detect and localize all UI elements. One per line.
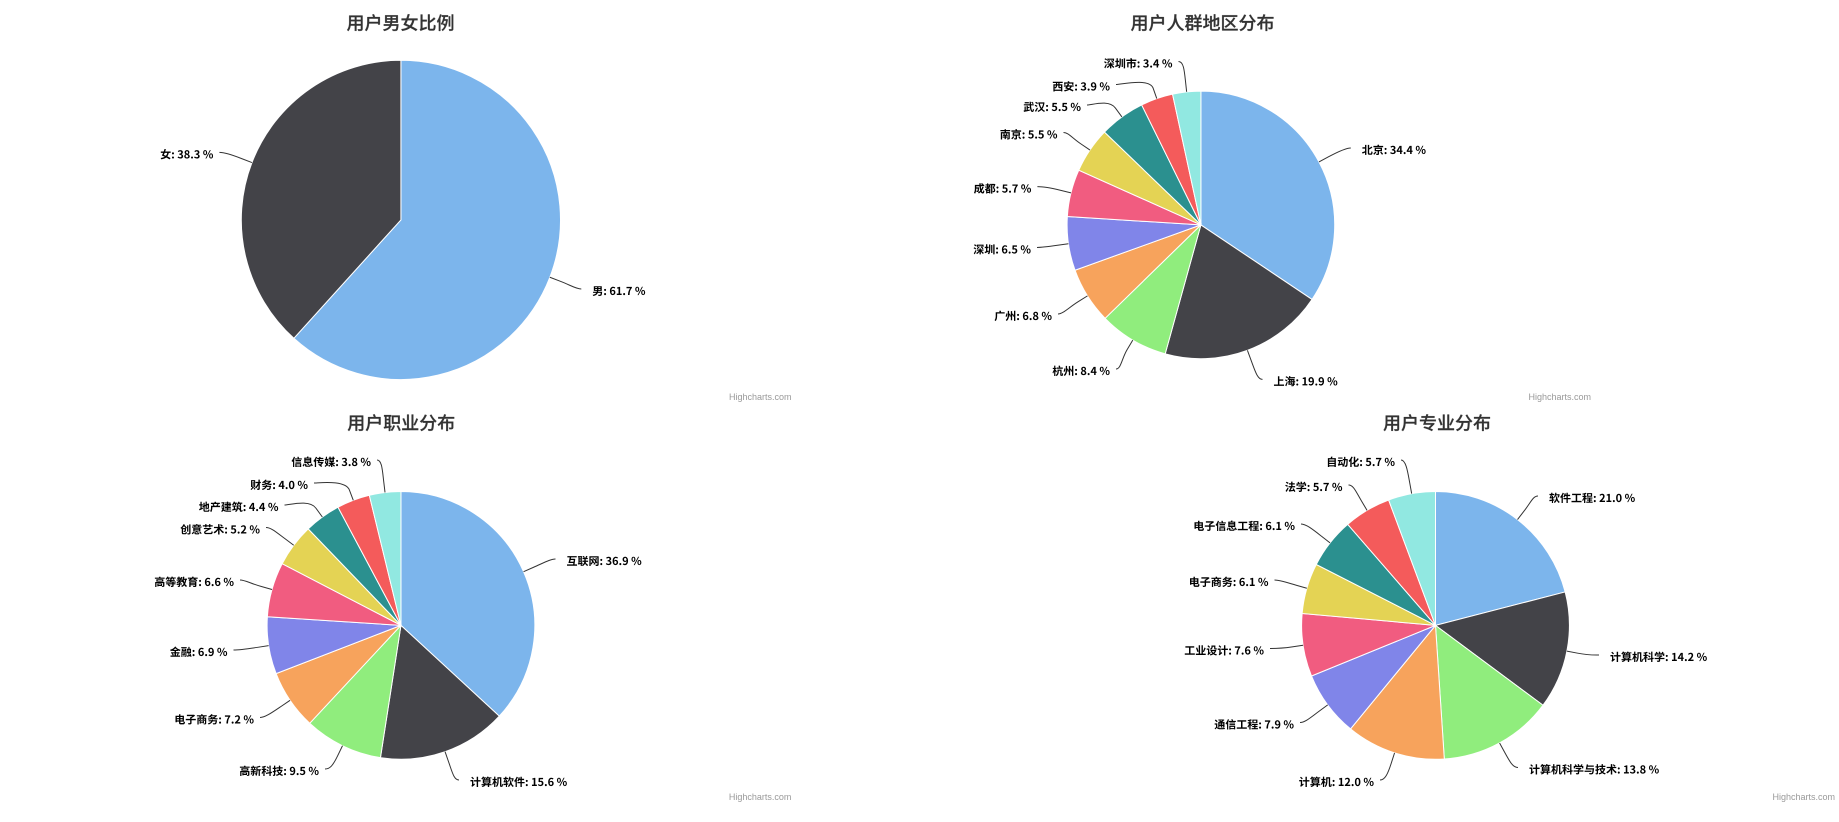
svg-text:Highcharts.com: Highcharts.com	[729, 792, 792, 802]
svg-text:Highcharts.com: Highcharts.com	[1528, 392, 1591, 402]
svg-text:Highcharts.com: Highcharts.com	[729, 392, 792, 402]
svg-text:Highcharts.com: Highcharts.com	[1772, 792, 1835, 802]
